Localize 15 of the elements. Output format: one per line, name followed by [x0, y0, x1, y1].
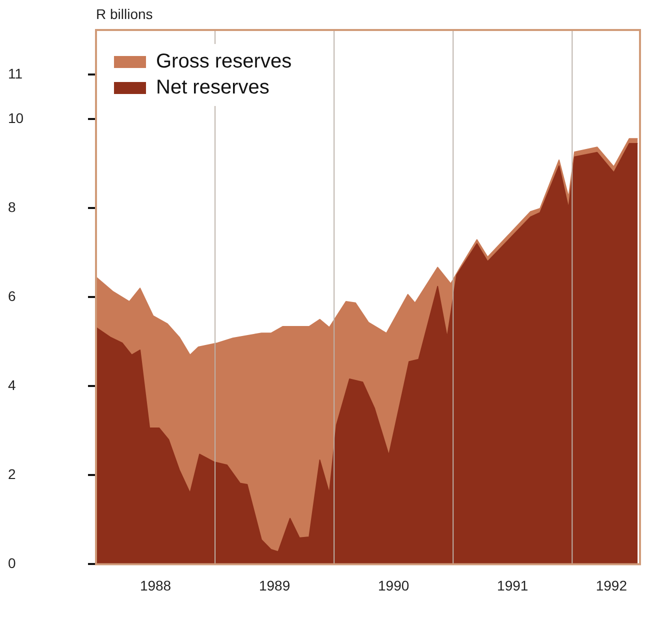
x-tick-label: 1992: [596, 577, 628, 594]
legend-label: Gross reserves: [156, 50, 292, 73]
x-tick-label: 1991: [497, 577, 528, 594]
y-axis-title: R billions: [96, 6, 153, 22]
y-tick-label: 10: [8, 110, 24, 126]
y-tick-label: 6: [8, 288, 16, 304]
y-tick-label: 0: [8, 555, 16, 572]
legend-label: Net reserves: [156, 76, 270, 99]
x-tick-label: 1988: [140, 577, 172, 594]
x-tick-label: 1989: [258, 577, 290, 594]
y-tick-label: 2: [8, 466, 16, 482]
y-tick-label: 8: [8, 198, 16, 215]
x-tick-label: 1990: [378, 577, 410, 594]
y-tick-label: 4: [8, 376, 16, 393]
y-tick-label: 11: [8, 65, 23, 82]
